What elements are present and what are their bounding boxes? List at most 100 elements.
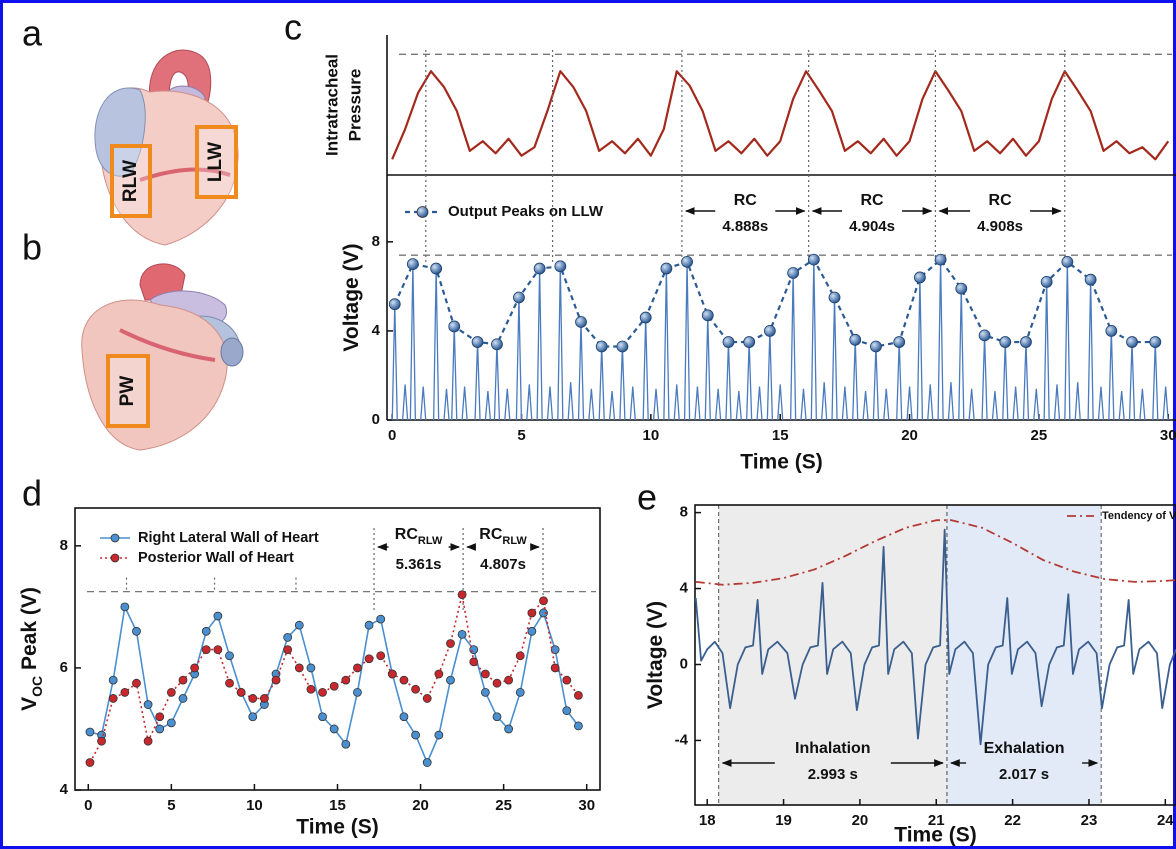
spike	[735, 390, 742, 421]
data-point	[132, 678, 141, 688]
spike	[652, 388, 660, 421]
series-line	[694, 528, 1176, 746]
spike	[526, 384, 533, 421]
spike	[714, 388, 722, 421]
data-point	[1040, 276, 1053, 288]
plot-frame	[694, 504, 1176, 806]
data-point	[1149, 336, 1162, 348]
y-axis-label: VOC Peak (V)	[18, 587, 45, 711]
data-point	[294, 620, 304, 630]
annotation-value: 4.888s	[722, 218, 768, 235]
data-point	[422, 694, 432, 703]
data-point	[575, 316, 587, 328]
data-point	[562, 706, 572, 716]
data-point	[306, 663, 316, 673]
y-axis-label-part: V	[18, 697, 41, 711]
data-point	[248, 694, 258, 703]
data-point	[595, 340, 608, 353]
x-tick-label: 21	[928, 812, 945, 829]
data-point	[471, 336, 484, 348]
annotation-label-part: RC	[989, 192, 1013, 209]
annotation-label: RCRLW	[479, 526, 527, 547]
data-point	[85, 727, 95, 737]
y-tick-label: -4	[675, 731, 689, 748]
data-point	[120, 602, 130, 612]
legend-label: Posterior Wall of Heart	[138, 550, 294, 566]
annotation-label-part: RC	[734, 192, 758, 209]
annotation-label: Inhalation	[795, 740, 871, 757]
x-axis-label: Time (S)	[740, 451, 822, 474]
data-point	[681, 255, 693, 268]
data-point	[166, 718, 176, 728]
spike	[608, 390, 616, 421]
annotation-label-part: Exhalation	[984, 740, 1065, 757]
data-point	[457, 590, 467, 600]
y-tick-label: 8	[60, 537, 68, 554]
legend-label: Right Lateral Wall of Heart	[138, 530, 319, 546]
x-tick-label: 25	[1031, 427, 1048, 444]
y-axis-label: Voltage (V)	[340, 243, 363, 351]
panel-label: b	[22, 227, 42, 268]
annotation-label: RC	[989, 192, 1013, 209]
data-point	[849, 333, 862, 346]
legend-label: Output Peaks on LLW	[448, 203, 604, 220]
data-point	[283, 633, 293, 642]
data-point	[491, 338, 503, 351]
data-point	[411, 684, 420, 694]
spike	[862, 390, 869, 421]
data-point	[201, 645, 211, 655]
annotation-label-part: RC	[479, 526, 503, 543]
y-axis-label: Intratracheal	[322, 54, 341, 156]
annotation-value: 2.993 s	[808, 766, 858, 783]
data-point	[492, 678, 502, 688]
spike	[991, 390, 999, 421]
legend-label: Tendency of VOC Peaks	[1102, 510, 1176, 525]
x-tick-label: 30	[578, 797, 595, 814]
spike	[821, 382, 828, 421]
spike	[629, 386, 636, 421]
spike	[461, 386, 468, 421]
data-point	[446, 639, 455, 648]
y-tick-label: 6	[60, 659, 68, 676]
y-tick-label: 4	[372, 322, 381, 339]
data-point	[341, 739, 351, 749]
data-point	[1126, 336, 1138, 348]
data-point	[248, 712, 258, 722]
data-point	[283, 645, 293, 655]
x-tick-label: 23	[1081, 812, 1098, 829]
data-point	[562, 675, 572, 685]
x-tick-label: 15	[772, 427, 789, 444]
x-tick-label: 5	[517, 427, 525, 444]
x-tick-label: 22	[1004, 812, 1021, 829]
data-point	[457, 629, 467, 639]
spike	[841, 386, 849, 421]
y-axis-label-part: Voltage (V)	[340, 243, 363, 351]
y-tick-label: 0	[372, 411, 380, 428]
spike	[947, 382, 955, 421]
data-point	[329, 681, 339, 691]
spike	[546, 386, 554, 421]
y-tick-label: 4	[680, 580, 689, 597]
heart-region-label: RLW	[120, 160, 141, 202]
legend-label-part: Right Lateral Wall of Heart	[138, 530, 319, 546]
data-point	[213, 645, 223, 655]
data-point	[236, 687, 246, 697]
spike	[906, 386, 913, 421]
chart-panel: Intratracheal Pressure	[322, 35, 1176, 176]
data-point	[999, 336, 1012, 348]
y-axis-label-part: Voltage (V)	[644, 601, 667, 709]
spike	[401, 384, 409, 421]
data-point	[178, 675, 188, 685]
data-point	[469, 657, 479, 667]
spike	[1053, 384, 1061, 421]
annotation-label: RC	[860, 192, 884, 209]
data-point	[376, 614, 386, 624]
annotation-label-part: Inhalation	[795, 740, 871, 757]
spike	[484, 390, 492, 421]
data-point	[387, 669, 397, 679]
data-point	[318, 687, 327, 697]
x-tick-label: 0	[84, 797, 92, 814]
legend-label-part: Posterior Wall of Heart	[138, 550, 294, 566]
chart-panel: 0 5 10 15 20 25 30 4 6 8 VOC Peak (V) Time (S) Right…	[18, 507, 601, 839]
data-point	[480, 687, 490, 697]
